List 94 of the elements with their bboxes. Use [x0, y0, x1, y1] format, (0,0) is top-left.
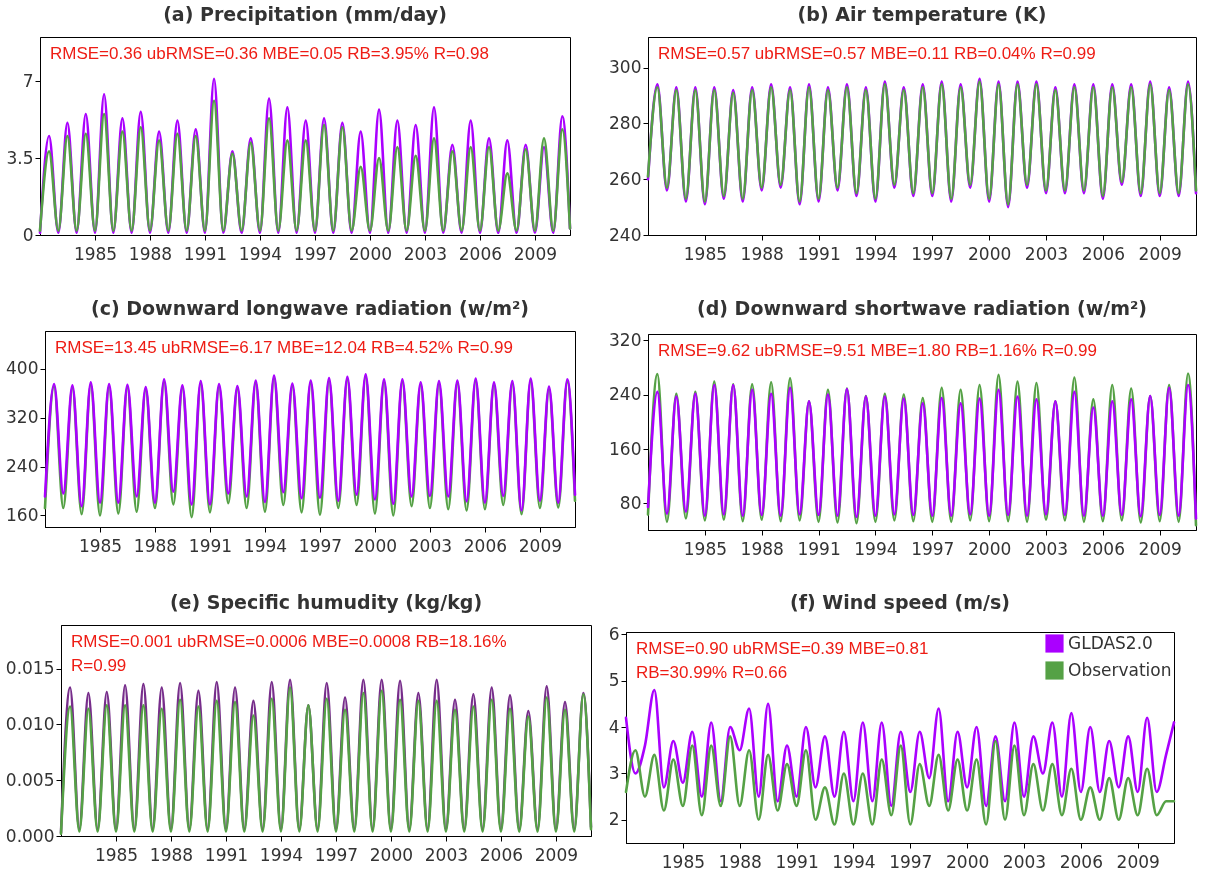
x-tick-label: 2003	[1002, 851, 1047, 872]
x-tick-label: 2009	[1138, 243, 1182, 264]
chart-title: (a) Precipitation (mm/day)	[163, 3, 447, 25]
y-tick-label: 300	[609, 57, 642, 78]
y-tick-label: 0.000	[5, 825, 55, 846]
y-tick-label: 240	[609, 384, 642, 405]
x-tick-label: 1994	[854, 243, 898, 264]
y-tick-label: 3	[608, 762, 620, 783]
y-tick-label: 0.005	[5, 769, 55, 790]
x-tick-label: 2009	[513, 243, 558, 264]
x-tick-label: 2003	[403, 243, 448, 264]
legend-label: Observation	[1068, 659, 1172, 680]
x-tick-label: 1985	[683, 243, 727, 264]
x-tick-label: 2003	[1024, 243, 1069, 264]
chart-title: (c) Downward longwave radiation (w/m²)	[91, 297, 529, 319]
x-tick-label: 1994	[259, 844, 304, 865]
annotation: R=0.99	[71, 656, 127, 675]
x-tick-label: 1997	[889, 851, 933, 872]
x-tick-label: 2003	[424, 844, 469, 865]
annotation: RMSE=13.45 ubRMSE=6.17 MBE=12.04 RB=4.52% R=0.99	[55, 338, 513, 357]
x-tick-label: 2006	[1059, 851, 1103, 872]
x-tick-label: 2009	[1138, 538, 1182, 559]
x-tick-label: 2000	[348, 243, 393, 264]
x-tick-label: 2000	[353, 535, 398, 556]
x-tick-label: 1988	[740, 243, 784, 264]
y-tick-label: 0.010	[5, 713, 55, 734]
y-tick-label: 3.5	[6, 147, 34, 168]
x-tick-label: 2000	[967, 243, 1012, 264]
x-tick-label: 1991	[775, 851, 819, 872]
x-tick-label: 1997	[911, 538, 955, 559]
x-tick-label: 1991	[797, 538, 841, 559]
x-tick-label: 1985	[78, 535, 123, 556]
x-tick-label: 2006	[458, 243, 503, 264]
x-tick-label: 2006	[479, 844, 524, 865]
x-tick-label: 1997	[298, 535, 343, 556]
annotation: RMSE=0.001 ubRMSE=0.0006 MBE=0.0008 RB=18.16%	[71, 632, 507, 651]
y-tick-label: 4	[608, 716, 620, 737]
y-tick-label: 260	[609, 168, 642, 189]
x-tick-label: 2006	[463, 535, 508, 556]
x-tick-label: 1985	[661, 851, 705, 872]
x-tick-label: 2003	[408, 535, 453, 556]
chart-title: (e) Specific humudity (kg/kg)	[169, 591, 483, 613]
x-tick-label: 1991	[188, 535, 233, 556]
x-tick-label: 1988	[133, 535, 178, 556]
annotation: RMSE=0.90 ubRMSE=0.39 MBE=0.81	[636, 639, 929, 658]
y-tick-label: 240	[609, 224, 642, 245]
x-tick-label: 1991	[204, 844, 249, 865]
x-tick-label: 2006	[1081, 243, 1125, 264]
y-tick-label: 5	[608, 670, 620, 691]
x-tick-label: 1994	[243, 535, 288, 556]
y-tick-label: 160	[6, 504, 39, 525]
x-tick-label: 1991	[183, 243, 228, 264]
x-tick-label: 1997	[911, 243, 955, 264]
x-tick-label: 2000	[945, 851, 990, 872]
y-tick-label: 0.015	[5, 658, 55, 679]
y-tick-label: 80	[619, 492, 642, 513]
y-tick-label: 320	[6, 407, 39, 428]
y-tick-label: 0	[22, 224, 34, 245]
y-tick-label: 320	[609, 329, 642, 350]
x-tick-label: 1985	[683, 538, 727, 559]
x-tick-label: 1988	[149, 844, 194, 865]
x-tick-label: 2006	[1081, 538, 1125, 559]
y-tick-label: 6	[608, 623, 620, 644]
x-tick-label: 2000	[369, 844, 414, 865]
legend-label: GLDAS2.0	[1068, 632, 1153, 653]
x-tick-label: 2009	[1116, 851, 1160, 872]
chart-title: (d) Downward shortwave radiation (w/m²)	[697, 297, 1147, 320]
x-tick-label: 1997	[293, 243, 338, 264]
annotation: RB=30.99% R=0.66	[636, 663, 788, 682]
y-tick-label: 2	[608, 809, 620, 830]
x-tick-label: 1985	[73, 243, 118, 264]
annotation: RMSE=9.62 ubRMSE=9.51 MBE=1.80 RB=1.16% R=0.99	[658, 341, 1097, 360]
chart-title: (f) Wind speed (m/s)	[790, 591, 1010, 614]
chart-title: (b) Air temperature (K)	[797, 3, 1047, 25]
x-tick-label: 1988	[740, 538, 784, 559]
x-tick-label: 2003	[1024, 538, 1069, 559]
x-tick-label: 1994	[854, 538, 898, 559]
x-tick-label: 1988	[718, 851, 762, 872]
annotation: RMSE=0.57 ubRMSE=0.57 MBE=0.11 RB=0.04% R=0.99	[658, 44, 1096, 63]
y-tick-label: 7	[22, 70, 34, 91]
x-tick-label: 2009	[518, 535, 563, 556]
x-tick-label: 1991	[797, 243, 841, 264]
x-tick-label: 1997	[314, 844, 359, 865]
x-tick-label: 1994	[238, 243, 283, 264]
annotation: RMSE=0.36 ubRMSE=0.36 MBE=0.05 RB=3.95% R=0.98	[50, 44, 489, 63]
x-tick-label: 2009	[534, 844, 579, 865]
x-tick-label: 1994	[832, 851, 876, 872]
x-tick-label: 1985	[94, 844, 139, 865]
y-tick-label: 160	[609, 438, 642, 459]
x-tick-label: 1988	[128, 243, 173, 264]
y-tick-label: 280	[609, 112, 642, 133]
x-tick-label: 2000	[967, 538, 1012, 559]
y-tick-label: 400	[6, 358, 39, 379]
y-tick-label: 240	[6, 456, 39, 477]
